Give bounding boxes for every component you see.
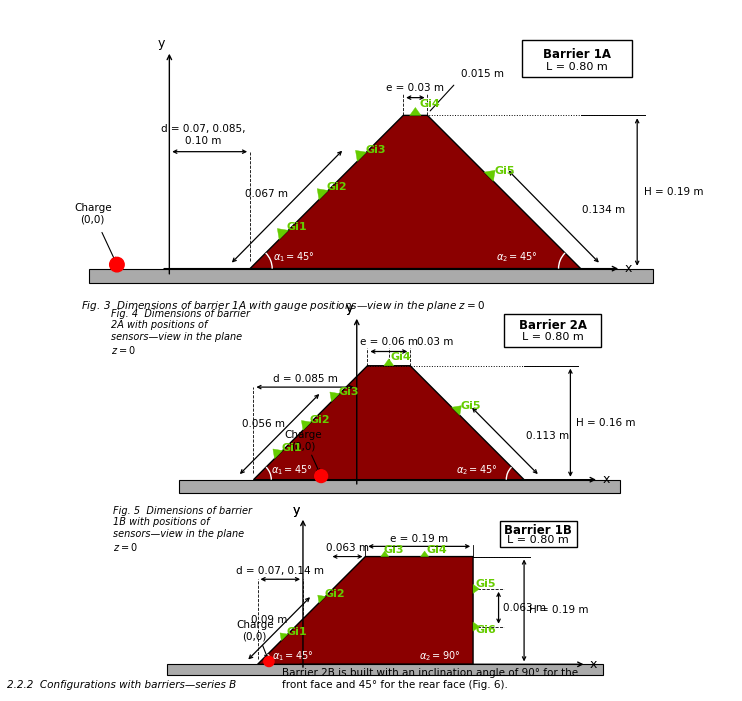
Text: L = 0.80 m: L = 0.80 m	[508, 535, 569, 545]
FancyBboxPatch shape	[504, 314, 601, 346]
Polygon shape	[273, 449, 283, 458]
Polygon shape	[330, 392, 340, 402]
Text: $\alpha_2 = 90°$: $\alpha_2 = 90°$	[419, 649, 461, 663]
Text: Gi3: Gi3	[365, 144, 386, 155]
Polygon shape	[318, 595, 326, 603]
Text: e = 0.19 m: e = 0.19 m	[390, 533, 448, 543]
Text: Fig. 5  Dimensions of barrier
1B with positions of
sensors—view in the plane
$z : Fig. 5 Dimensions of barrier 1B with pos…	[113, 505, 252, 553]
Text: e = 0.06 m: e = 0.06 m	[360, 337, 418, 347]
Text: Charge
(0,0): Charge (0,0)	[284, 430, 322, 451]
Text: 0.09 m: 0.09 m	[251, 615, 287, 625]
Polygon shape	[384, 359, 394, 366]
Text: d = 0.07, 0.085,
0.10 m: d = 0.07, 0.085, 0.10 m	[161, 125, 246, 146]
Text: y: y	[346, 302, 353, 315]
Text: Charge
(0,0): Charge (0,0)	[74, 203, 111, 224]
Text: 0.03 m: 0.03 m	[417, 337, 453, 347]
Text: d = 0.085 m: d = 0.085 m	[273, 374, 338, 383]
Polygon shape	[278, 229, 289, 240]
Circle shape	[110, 257, 124, 272]
Polygon shape	[280, 633, 288, 641]
Text: L = 0.80 m: L = 0.80 m	[522, 332, 583, 342]
Text: Gi2: Gi2	[324, 589, 345, 599]
Text: H = 0.19 m: H = 0.19 m	[643, 187, 703, 197]
Text: 0.056 m: 0.056 m	[243, 419, 286, 429]
Text: y: y	[293, 504, 300, 517]
Text: Gi3: Gi3	[338, 387, 359, 397]
Text: Fig. 3  Dimensions of barrier 1A with gauge positions—view in the plane $z = 0$: Fig. 3 Dimensions of barrier 1A with gau…	[81, 299, 485, 313]
Text: $\alpha_1 = 45°$: $\alpha_1 = 45°$	[272, 649, 313, 663]
Text: $\alpha_2 = 45°$: $\alpha_2 = 45°$	[456, 463, 498, 477]
Text: $\alpha_1 = 45°$: $\alpha_1 = 45°$	[272, 250, 314, 264]
Text: $\alpha_2 = 45°$: $\alpha_2 = 45°$	[496, 250, 537, 264]
Text: 2.2.2  Configurations with barriers—series B: 2.2.2 Configurations with barriers—serie…	[7, 680, 237, 690]
Text: Gi5: Gi5	[460, 401, 481, 411]
Text: Barrier 1A: Barrier 1A	[542, 48, 611, 60]
Text: y: y	[293, 504, 300, 517]
Circle shape	[264, 656, 274, 667]
Text: Barrier 1B: Barrier 1B	[505, 524, 572, 537]
Text: Gi4: Gi4	[427, 545, 447, 554]
Text: x: x	[625, 262, 632, 275]
Polygon shape	[473, 585, 479, 594]
Text: Gi5: Gi5	[476, 579, 496, 590]
Text: Gi1: Gi1	[287, 627, 307, 637]
Polygon shape	[167, 665, 603, 674]
Text: Gi5: Gi5	[494, 166, 515, 176]
Text: Gi1: Gi1	[287, 222, 308, 232]
Text: Gi2: Gi2	[326, 182, 347, 192]
Text: 0.063 m: 0.063 m	[503, 603, 546, 613]
Text: Gi6: Gi6	[476, 625, 496, 635]
Text: d = 0.07, 0.14 m: d = 0.07, 0.14 m	[236, 566, 324, 576]
Text: e = 0.03 m: e = 0.03 m	[387, 83, 444, 93]
Circle shape	[315, 470, 327, 482]
Polygon shape	[421, 551, 429, 557]
Text: Fig. 4  Dimensions of barrier
2A with positions of
sensors—view in the plane
$z : Fig. 4 Dimensions of barrier 2A with pos…	[111, 308, 250, 356]
Text: 0.134 m: 0.134 m	[582, 205, 625, 215]
Text: 0.015 m: 0.015 m	[462, 69, 505, 79]
Text: H = 0.19 m: H = 0.19 m	[528, 606, 588, 615]
Polygon shape	[301, 421, 311, 430]
Text: y: y	[158, 37, 165, 50]
FancyBboxPatch shape	[522, 41, 631, 78]
Text: 0.063 m: 0.063 m	[326, 543, 370, 552]
Text: $\alpha_1 = 45°$: $\alpha_1 = 45°$	[272, 463, 312, 477]
Text: y: y	[346, 302, 353, 315]
Text: Charge
(0,0): Charge (0,0)	[236, 620, 274, 641]
Text: 0.067 m: 0.067 m	[246, 189, 289, 199]
Polygon shape	[89, 268, 653, 283]
Polygon shape	[485, 170, 495, 182]
Text: Gi4: Gi4	[391, 352, 412, 362]
Text: Gi1: Gi1	[281, 443, 302, 453]
FancyBboxPatch shape	[499, 521, 577, 547]
Polygon shape	[179, 479, 620, 493]
Polygon shape	[250, 116, 581, 268]
Text: Gi2: Gi2	[310, 414, 330, 425]
Polygon shape	[473, 622, 479, 631]
Polygon shape	[452, 406, 462, 416]
Text: x: x	[603, 473, 610, 486]
Text: Barrier 2A: Barrier 2A	[519, 320, 587, 332]
Polygon shape	[410, 107, 421, 116]
Polygon shape	[317, 189, 328, 200]
Text: 0.113 m: 0.113 m	[526, 430, 569, 441]
Text: H = 0.16 m: H = 0.16 m	[576, 418, 636, 428]
Text: Gi3: Gi3	[384, 545, 404, 554]
Text: Gi4: Gi4	[419, 100, 440, 109]
Polygon shape	[257, 557, 473, 665]
Text: Barrier 2B is built with an inclination angle of 90° for the
front face and 45° : Barrier 2B is built with an inclination …	[282, 668, 578, 690]
Polygon shape	[381, 551, 389, 557]
Polygon shape	[254, 366, 524, 479]
Text: L = 0.80 m: L = 0.80 m	[546, 62, 608, 72]
Text: x: x	[589, 658, 597, 671]
Polygon shape	[355, 151, 367, 161]
